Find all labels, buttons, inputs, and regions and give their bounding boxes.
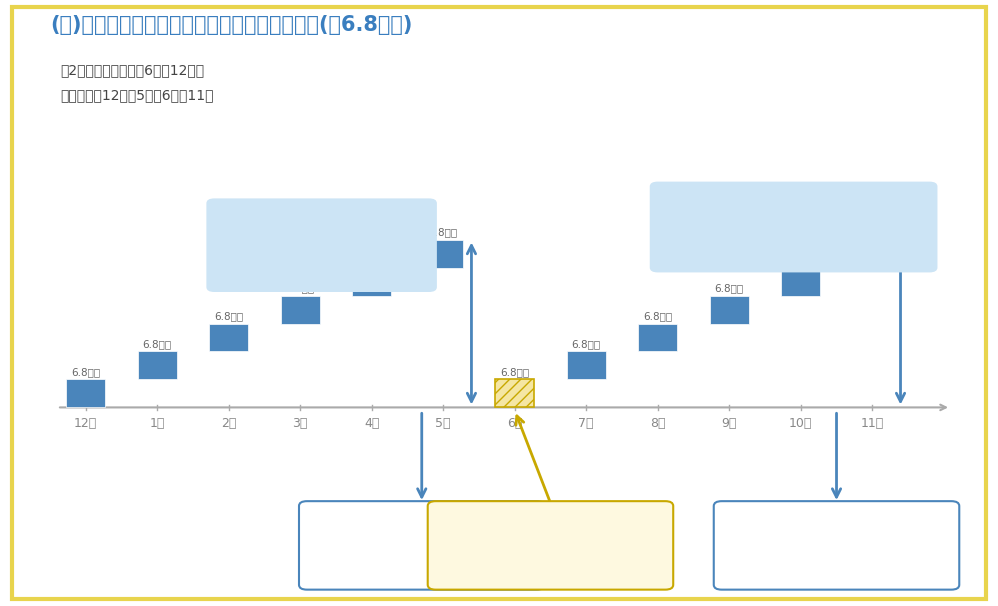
- Bar: [138, 351, 177, 379]
- Text: 40.8万円－30万円: 40.8万円－30万円: [498, 525, 603, 539]
- Text: 30万円納付: 30万円納付: [390, 523, 453, 541]
- Bar: [66, 379, 106, 407]
- Text: ×6ヶ月=51.6万円: ×6ヶ月=51.6万円: [739, 247, 848, 262]
- Text: 6.8万円: 6.8万円: [786, 255, 815, 265]
- Bar: [567, 351, 606, 379]
- Text: 8月: 8月: [650, 417, 666, 430]
- Bar: [852, 239, 892, 268]
- Bar: [423, 239, 463, 268]
- Text: 6.8万円: 6.8万円: [429, 227, 458, 238]
- Bar: [495, 379, 534, 407]
- Text: 11月: 11月: [860, 417, 884, 430]
- Text: 3月: 3月: [292, 417, 307, 430]
- Text: 6.8万円×6ヶ月: 6.8万円×6ヶ月: [274, 236, 369, 255]
- Text: 10.8万円+6.8万円: 10.8万円+6.8万円: [737, 220, 850, 235]
- Text: 9月: 9月: [722, 417, 737, 430]
- Bar: [638, 324, 678, 351]
- Text: 6.8万円: 6.8万円: [215, 311, 244, 321]
- Text: ＝10.8万円: ＝10.8万円: [518, 551, 583, 566]
- Text: 6.8万円: 6.8万円: [643, 311, 673, 321]
- Bar: [280, 296, 319, 324]
- Text: 12月: 12月: [74, 417, 97, 430]
- Text: 1月: 1月: [150, 417, 165, 430]
- Text: 6.8万円: 6.8万円: [71, 367, 100, 377]
- Text: 10月: 10月: [789, 417, 812, 430]
- Text: =40.8万円: =40.8万円: [284, 267, 359, 285]
- Text: 6.8万円: 6.8万円: [500, 367, 529, 377]
- Bar: [209, 324, 249, 351]
- Text: 6.8万円: 6.8万円: [357, 255, 386, 265]
- Text: 年2回納付（納付月：6月、12月）: 年2回納付（納付月：6月、12月）: [60, 64, 204, 78]
- Text: 2月: 2月: [221, 417, 237, 430]
- Text: 4月: 4月: [364, 417, 379, 430]
- Text: （12月26日）: （12月26日）: [802, 551, 871, 566]
- Text: （拠出限度額）: （拠出限度額）: [297, 210, 346, 224]
- Text: 6.8万円: 6.8万円: [572, 339, 601, 349]
- Text: 51.6万円 納付: 51.6万円 納付: [793, 523, 880, 541]
- Text: （6月26日）: （6月26日）: [392, 551, 452, 566]
- Text: 6.8万円: 6.8万円: [715, 283, 744, 293]
- Bar: [352, 268, 391, 296]
- Text: 7月: 7月: [579, 417, 594, 430]
- Text: (例)第１号被保険者の個人型年金の拠出限度額(月6.8万円): (例)第１号被保険者の個人型年金の拠出限度額(月6.8万円): [50, 15, 412, 35]
- Bar: [710, 296, 748, 324]
- Bar: [781, 268, 820, 296]
- Text: 5月: 5月: [435, 417, 451, 430]
- Text: 拠出区分：12月〜5月、6月〜11月: 拠出区分：12月〜5月、6月〜11月: [60, 88, 214, 102]
- Text: 6月: 6月: [507, 417, 522, 430]
- Text: 6.8万円: 6.8万円: [143, 339, 172, 349]
- Text: （拠出限度額）: （拠出限度額）: [769, 194, 818, 207]
- Text: 6.8万円: 6.8万円: [285, 283, 314, 293]
- Text: 6.8万円: 6.8万円: [857, 227, 887, 238]
